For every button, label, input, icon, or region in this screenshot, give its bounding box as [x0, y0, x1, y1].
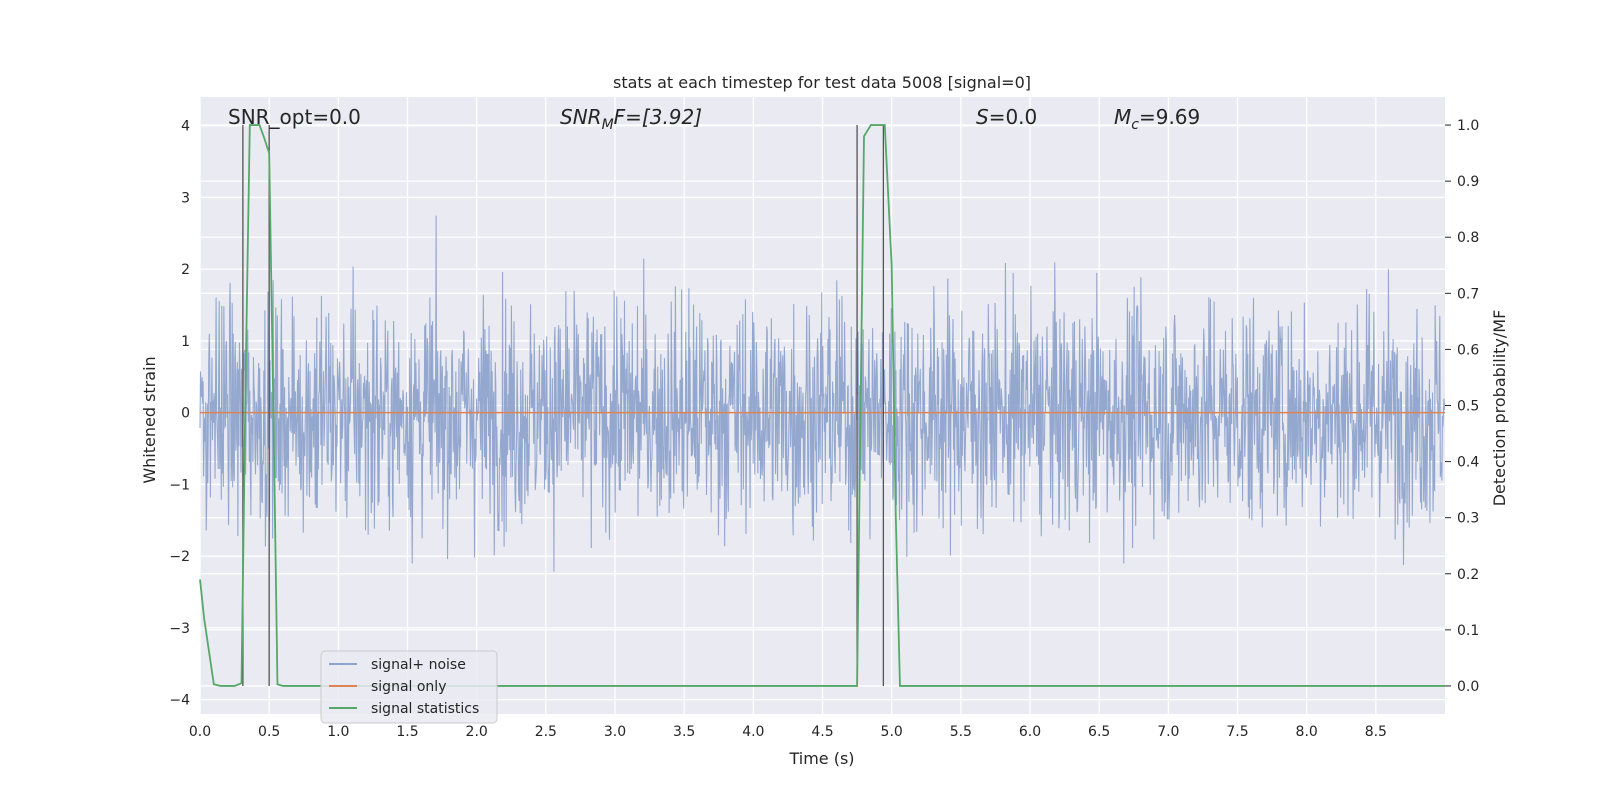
x-tick-label: 3.0	[604, 724, 626, 740]
legend-label-signal-noise: signal+ noise	[371, 657, 466, 673]
vertical-markers	[242, 125, 885, 686]
y-tick-label: 2	[181, 262, 190, 278]
legend-label-signal-only: signal only	[371, 679, 446, 695]
chart-title: stats at each timestep for test data 500…	[613, 73, 1031, 92]
series-signal-noise	[199, 215, 1446, 572]
x-tick-label: 7.0	[1157, 724, 1179, 740]
annotation-snr-opt: SNR_opt=0.0	[228, 105, 361, 129]
x-tick-label: 8.0	[1296, 724, 1318, 740]
y-right-tick-label: 0.8	[1457, 230, 1479, 246]
y-tick-label: 0	[181, 406, 190, 422]
x-tick-label: 5.0	[881, 724, 903, 740]
y-tick-label: −2	[169, 549, 190, 565]
legend-box	[320, 650, 498, 724]
y-tick-label: 1	[181, 334, 190, 350]
x-tick-label: 7.5	[1226, 724, 1248, 740]
x-tick-label: 3.5	[673, 724, 695, 740]
x-tick-label: 4.5	[811, 724, 833, 740]
y-tick-label: −3	[169, 621, 190, 637]
legend-label-signal-statistics: signal statistics	[371, 701, 479, 717]
x-tick-label: 8.5	[1365, 724, 1387, 740]
y-tick-label: −4	[169, 693, 190, 709]
annotation-s-main: S	[976, 105, 989, 129]
y-right-tick-label: 0.2	[1457, 567, 1479, 583]
y-right-tick-label: 1.0	[1457, 118, 1479, 134]
y-tick-label: 4	[181, 119, 190, 135]
y-tick-label: 3	[181, 190, 190, 206]
x-tick-label: 4.0	[742, 724, 764, 740]
y-right-tick-label: 0.0	[1457, 679, 1479, 695]
signal-statistics-line	[199, 124, 1445, 687]
x-tick-label: 5.5	[950, 724, 972, 740]
x-tick-label: 2.0	[466, 724, 488, 740]
y-right-tick-label: 0.1	[1457, 623, 1479, 639]
annotation-mc-sub: c	[1131, 117, 1139, 133]
annotation-s: S=0.0	[976, 105, 1037, 129]
y-axis-label-right: Detection probability/MF	[1490, 310, 1509, 507]
y-axis-label: Whitened strain	[140, 356, 159, 483]
x-tick-label: 2.5	[535, 724, 557, 740]
annotation-snr-mf-rest: F=[3.92]	[614, 105, 702, 129]
ticks: 0.0 0.5 1.0 1.5 2.0 2.5 3.0 3.5 4.0 4.5 5.0 5.5 6.0 6…	[169, 118, 1479, 740]
annotation-mc-main: M	[1114, 105, 1131, 129]
x-tick-label: 1.5	[396, 724, 418, 740]
noise-line	[199, 215, 1446, 572]
annotation-mc: Mc=9.69	[1114, 105, 1200, 133]
y-right-tick-label: 0.7	[1457, 286, 1479, 302]
y-right-tick-label: 0.9	[1457, 174, 1479, 190]
y-right-tick-label: 0.5	[1457, 399, 1479, 415]
x-tick-label: 6.0	[1019, 724, 1041, 740]
y-right-tick-label: 0.4	[1457, 455, 1479, 471]
y-right-tick-label: 0.6	[1457, 342, 1479, 358]
annotation-mc-rest: =9.69	[1139, 105, 1200, 129]
annotation-snr-mf: SNRMF=[3.92]	[560, 105, 702, 133]
annotation-snr-mf-main: SNR	[560, 105, 602, 129]
y-tick-label: −1	[169, 477, 190, 493]
x-tick-label: 6.5	[1088, 724, 1110, 740]
x-tick-label: 0.5	[258, 724, 280, 740]
x-axis-label: Time (s)	[788, 749, 854, 768]
y-right-tick-label: 0.3	[1457, 511, 1479, 527]
annotation-s-rest: =0.0	[989, 105, 1038, 129]
series-signal-statistics	[199, 124, 1445, 687]
legend: signal+ noise signal only signal statist…	[320, 650, 498, 724]
x-tick-label: 0.0	[189, 724, 211, 740]
annotation-snr-mf-sub: M	[602, 117, 614, 133]
x-tick-label: 1.0	[327, 724, 349, 740]
